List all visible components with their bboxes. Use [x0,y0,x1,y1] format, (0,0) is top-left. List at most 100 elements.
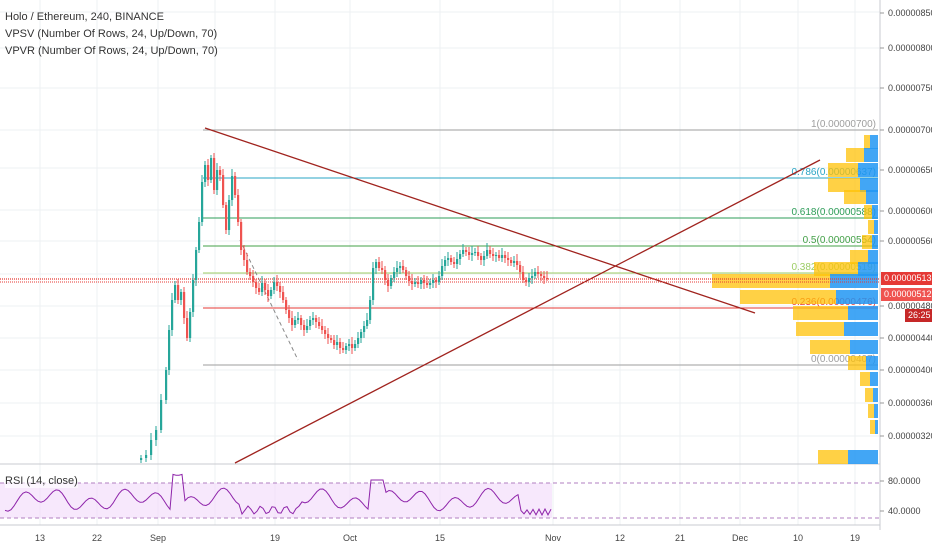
candle-body [399,266,402,268]
candle-body [354,344,357,348]
volume-profile-up-bar [875,420,878,434]
volume-profile-up-bar [864,148,878,162]
time-axis-label: 19 [850,533,860,543]
price-axis-label: 0.00000850 [888,8,932,18]
candle-body [366,320,369,326]
candle-body [528,278,531,282]
candle-body [312,318,315,320]
price-axis-label: 0.00000480 [888,301,932,311]
price-tag-2-value: 0.00000512 [884,289,932,299]
volume-profile-up-bar [874,220,878,234]
candle-body [525,280,528,282]
candle-body [387,280,390,286]
candle-body [288,310,291,318]
candle-body [450,258,453,262]
volume-profile-up-bar [872,205,878,219]
candle-body [252,276,255,282]
candle-body [402,266,405,270]
time-axis-label: Oct [343,533,358,543]
candle-body [462,250,465,254]
candle-body [294,320,297,325]
candle-body [504,255,507,258]
candle-body [291,318,294,325]
candle-body [438,276,441,282]
volume-profile-up-bar [866,356,878,370]
candle-body [315,318,318,322]
candle-body [456,259,459,264]
candle-body [393,272,396,278]
vpvr-legend: VPVR (Number Of Rows, 24, Up/Down, 70) [5,45,218,57]
candle-body [160,400,163,430]
candle-body [210,158,213,180]
candle-body [483,256,486,260]
candle-body [459,254,462,259]
volume-profile-up-bar [848,450,878,464]
candle-body [513,261,516,263]
volume-profile-up-bar [858,163,878,177]
candle-body [267,290,270,296]
candle-body [219,170,222,175]
candle-body [420,280,423,284]
price-axis-label: 0.00000600 [888,206,932,216]
candle-body [468,252,471,255]
candle-body [303,325,306,330]
volume-profile-down-bar [844,190,866,204]
rsi-axis-label: 80.0000 [888,476,921,486]
candle-body [228,200,231,230]
candle-body [426,283,429,285]
volume-profile-down-bar [740,290,836,304]
candle-body [486,250,489,256]
candle-body [318,322,321,326]
candle-body [336,342,339,345]
candle-body [348,344,351,346]
candle-body [285,300,288,310]
candle-body [240,222,243,250]
candle-body [360,332,363,338]
fib-level-label: 0(0.00000407) [811,354,876,365]
candle-body [501,255,504,258]
current-price-value: 0.00000513 [884,273,932,283]
candle-body [177,285,180,300]
candle-body [324,330,327,334]
volume-profile-down-bar [870,420,875,434]
candle-body [231,176,234,200]
candle-body [246,260,249,272]
candle-body [510,260,513,263]
candle-body [342,348,345,350]
candle-body [225,205,228,230]
candle-body [471,253,474,255]
time-axis-label: 10 [793,533,803,543]
price-axis-label: 0.00000650 [888,165,932,175]
rsi-legend: RSI (14, close) [5,474,78,488]
volume-profile-down-bar [848,356,866,370]
volume-profile-up-bar [868,250,878,264]
candle-body [390,278,393,286]
trendline-support [234,159,821,464]
volume-profile-down-bar [796,322,844,336]
candle-body [155,430,158,440]
vpsv-legend: VPSV (Number Of Rows, 24, Up/Down, 70) [5,28,218,40]
candle-body [309,320,312,326]
candle-body [369,300,372,320]
price-axis-label: 0.00000750 [888,83,932,93]
volume-profile-up-bar [866,190,878,204]
volume-profile-down-bar [868,404,874,418]
candle-body [516,261,519,265]
candle-body [183,292,186,318]
candle-body [522,272,525,280]
candle-body [237,195,240,222]
price-tag-2 [881,288,932,301]
candle-body [174,285,177,300]
candle-body [300,318,303,325]
candle-body [432,280,435,283]
candle-body [519,265,522,272]
candle-body [384,270,387,280]
candle-body [372,268,375,300]
candle-body [234,176,237,195]
candle-body [357,338,360,344]
time-axis-label: 19 [270,533,280,543]
candle-body [264,283,267,290]
fib-level-label: 1(0.00000700) [811,119,876,130]
price-axis-label: 0.00000560 [888,236,932,246]
